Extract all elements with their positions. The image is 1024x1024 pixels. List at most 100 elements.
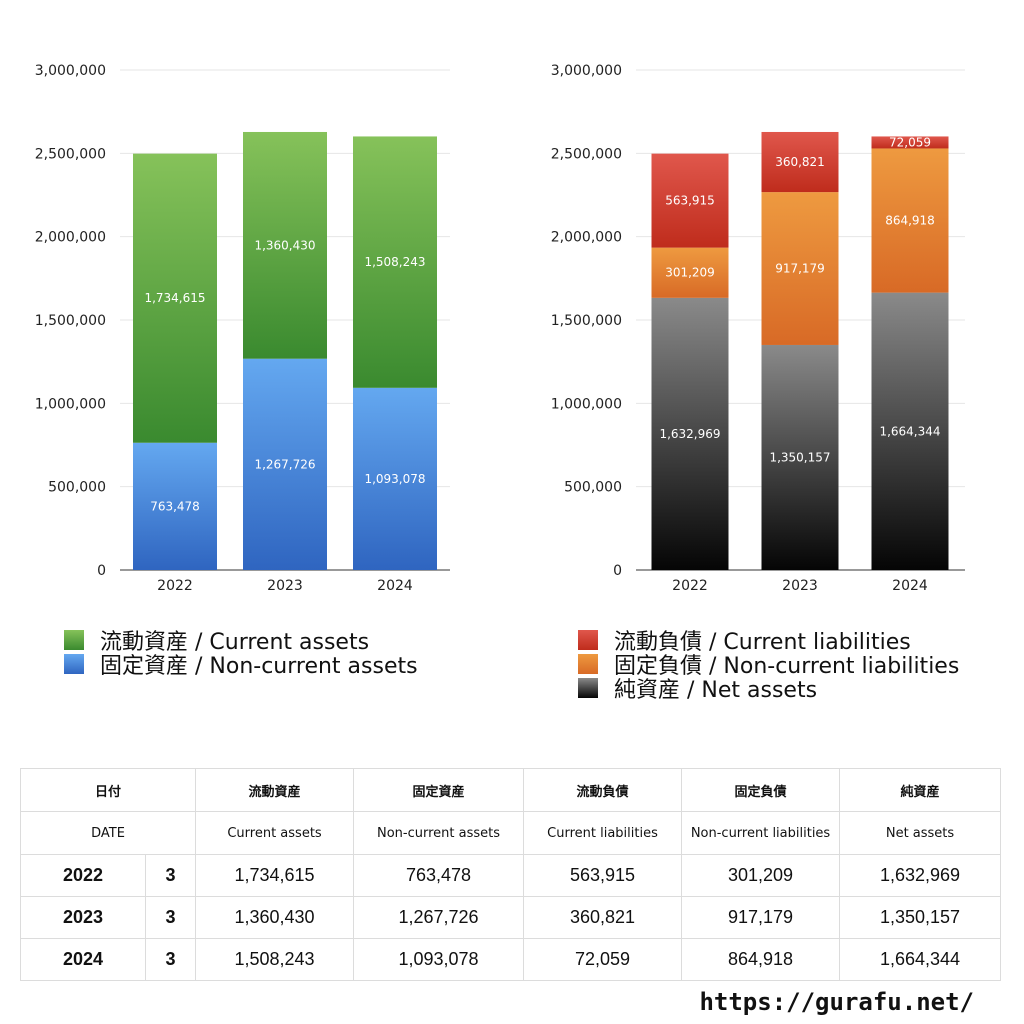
cell-non-current-assets: 1,267,726 bbox=[353, 896, 525, 939]
header-current-assets-jp: 流動資産 bbox=[195, 768, 355, 812]
bar-segment bbox=[651, 297, 729, 570]
data-label: 563,915 bbox=[665, 194, 715, 208]
cell-non-current-assets: 1,093,078 bbox=[353, 938, 525, 981]
site-url[interactable]: https://gurafu.net/ bbox=[699, 988, 974, 1016]
y-tick-label: 0 bbox=[613, 563, 622, 579]
legend-swatch bbox=[578, 654, 598, 674]
header-non-current-liabilities-jp: 固定負債 bbox=[681, 768, 841, 812]
cell-current-liabilities: 72,059 bbox=[523, 938, 683, 981]
cell-net-assets: 1,664,344 bbox=[839, 938, 1002, 981]
cell-current-liabilities: 360,821 bbox=[523, 896, 683, 939]
legend-entry: 固定負債 / Non-current liabilities bbox=[614, 654, 959, 679]
data-label: 763,478 bbox=[150, 499, 200, 513]
data-label: 1,093,078 bbox=[364, 472, 425, 486]
bar-segment bbox=[133, 442, 217, 570]
table-header-jp: 日付 流動資産 固定資産 流動負債 固定負債 純資産 bbox=[19, 768, 1002, 812]
x-tick-label: 2023 bbox=[782, 578, 818, 594]
header-current-assets-en: Current assets bbox=[195, 811, 355, 855]
cell-net-assets: 1,350,157 bbox=[839, 896, 1002, 939]
charts-canvas: 0 500,000 1,000,000 1,500,000 2,000,000 2,500… bbox=[35, 63, 965, 703]
header-current-liabilities-en: Current liabilities bbox=[523, 811, 683, 855]
legend-entry: 流動資産 / Current assets bbox=[100, 630, 369, 655]
bar-segment bbox=[243, 131, 327, 359]
y-tick-label: 3,000,000 bbox=[35, 63, 106, 79]
legend-swatch bbox=[64, 630, 84, 650]
cell-non-current-assets: 763,478 bbox=[353, 854, 525, 897]
y-tick-label: 1,500,000 bbox=[35, 313, 106, 329]
legend-entry: 純資産 / Net assets bbox=[614, 678, 817, 703]
bar-segment bbox=[761, 192, 839, 345]
data-label: 917,179 bbox=[775, 262, 825, 276]
legend-entry: 固定資産 / Non-current assets bbox=[100, 654, 418, 679]
chart-2: 0 500,000 1,000,000 1,500,000 2,000,000 2,500… bbox=[551, 63, 965, 703]
data-label: 72,059 bbox=[889, 135, 931, 149]
y-tick-label: 3,000,000 bbox=[551, 63, 622, 79]
legend-entry: 流動負債 / Current liabilities bbox=[614, 630, 911, 655]
row-month: 3 bbox=[144, 896, 197, 939]
header-date-jp: 日付 bbox=[19, 768, 197, 812]
cell-net-assets: 1,632,969 bbox=[839, 854, 1002, 897]
header-net-assets-jp: 純資産 bbox=[839, 768, 1002, 812]
y-tick-label: 2,500,000 bbox=[551, 146, 622, 162]
row-month: 3 bbox=[144, 938, 197, 981]
bar-segment bbox=[871, 136, 949, 149]
data-label: 1,267,726 bbox=[254, 457, 315, 471]
header-non-current-assets-jp: 固定資産 bbox=[353, 768, 525, 812]
header-non-current-assets-en: Non-current assets bbox=[353, 811, 525, 855]
row-year: 2024 bbox=[20, 938, 146, 981]
y-tick-label: 500,000 bbox=[564, 480, 622, 496]
y-tick-label: 0 bbox=[97, 563, 106, 579]
cell-current-assets: 1,508,243 bbox=[195, 938, 355, 981]
table-row: 2024 3 1,508,243 1,093,078 72,059 864,91… bbox=[20, 938, 1002, 981]
x-tick-label: 2022 bbox=[157, 578, 193, 594]
cell-non-current-liabilities: 301,209 bbox=[681, 854, 841, 897]
bar-segment bbox=[871, 148, 949, 293]
bar-segment bbox=[651, 247, 729, 298]
table-header-en: DATE Current assets Non-current assets C… bbox=[19, 811, 1002, 855]
cell-non-current-liabilities: 864,918 bbox=[681, 938, 841, 981]
legend-swatch bbox=[64, 654, 84, 674]
row-year: 2022 bbox=[20, 854, 146, 897]
cell-current-assets: 1,360,430 bbox=[195, 896, 355, 939]
bar-segment bbox=[133, 153, 217, 443]
y-tick-label: 500,000 bbox=[48, 480, 106, 496]
data-label: 1,360,430 bbox=[254, 238, 315, 252]
y-tick-label: 2,000,000 bbox=[551, 230, 622, 246]
cell-current-assets: 1,734,615 bbox=[195, 854, 355, 897]
data-label: 301,209 bbox=[665, 266, 715, 280]
row-year: 2023 bbox=[20, 896, 146, 939]
cell-non-current-liabilities: 917,179 bbox=[681, 896, 841, 939]
x-tick-label: 2024 bbox=[892, 578, 928, 594]
bar-segment bbox=[761, 131, 839, 193]
header-non-current-liabilities-en: Non-current liabilities bbox=[681, 811, 841, 855]
legend-swatch bbox=[578, 630, 598, 650]
data-label: 1,734,615 bbox=[144, 291, 205, 305]
data-label: 1,508,243 bbox=[364, 255, 425, 269]
data-label: 864,918 bbox=[885, 214, 935, 228]
bar-segment bbox=[651, 153, 729, 248]
bar-segment bbox=[353, 387, 437, 570]
data-label: 360,821 bbox=[775, 155, 825, 169]
legend-swatch bbox=[578, 678, 598, 698]
x-tick-label: 2024 bbox=[377, 578, 413, 594]
x-tick-label: 2022 bbox=[672, 578, 708, 594]
data-label: 1,350,157 bbox=[769, 450, 830, 464]
row-month: 3 bbox=[144, 854, 197, 897]
chart-1: 0 500,000 1,000,000 1,500,000 2,000,000 2,500… bbox=[35, 63, 450, 679]
data-label: 1,632,969 bbox=[659, 427, 720, 441]
x-tick-label: 2023 bbox=[267, 578, 303, 594]
bar-segment bbox=[243, 358, 327, 570]
cell-current-liabilities: 563,915 bbox=[523, 854, 683, 897]
y-tick-label: 1,000,000 bbox=[551, 396, 622, 412]
table-row: 2023 3 1,360,430 1,267,726 360,821 917,1… bbox=[20, 896, 1002, 939]
y-tick-label: 1,500,000 bbox=[551, 313, 622, 329]
bar-segment bbox=[871, 292, 949, 570]
header-date-en: DATE bbox=[19, 811, 197, 855]
y-tick-label: 2,000,000 bbox=[35, 230, 106, 246]
header-current-liabilities-jp: 流動負債 bbox=[523, 768, 683, 812]
bar-segment bbox=[761, 344, 839, 570]
bar-segment bbox=[353, 136, 437, 388]
header-net-assets-en: Net assets bbox=[839, 811, 1002, 855]
table-row: 2022 3 1,734,615 763,478 563,915 301,209… bbox=[20, 854, 1002, 897]
financial-table: 日付 流動資産 固定資産 流動負債 固定負債 純資産 DATE Current … bbox=[19, 768, 1002, 981]
